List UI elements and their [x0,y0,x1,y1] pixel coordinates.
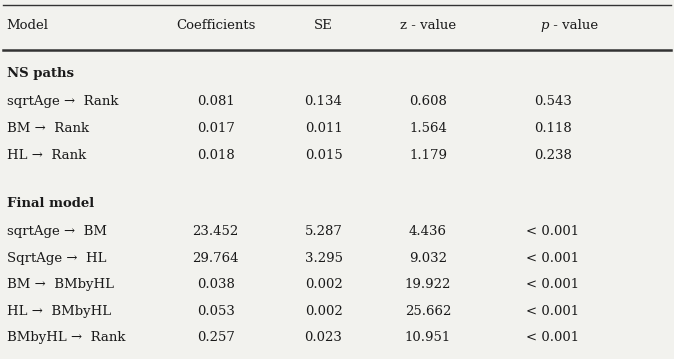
Text: sqrtAge →  Rank: sqrtAge → Rank [7,95,118,108]
Text: HL →  Rank: HL → Rank [7,149,86,162]
Text: 1.564: 1.564 [409,122,447,135]
Text: Model: Model [7,19,49,32]
Text: < 0.001: < 0.001 [526,252,579,265]
Text: 0.002: 0.002 [305,278,342,291]
Text: 19.922: 19.922 [405,278,451,291]
Text: Final model: Final model [7,197,94,210]
Text: < 0.001: < 0.001 [526,278,579,291]
Text: BM →  Rank: BM → Rank [7,122,89,135]
Text: 4.436: 4.436 [409,225,447,238]
Text: 0.257: 0.257 [197,331,235,344]
Text: 0.002: 0.002 [305,305,342,318]
Text: 3.295: 3.295 [305,252,342,265]
Text: < 0.001: < 0.001 [526,225,579,238]
Text: BM →  BMbyHL: BM → BMbyHL [7,278,114,291]
Text: HL →  BMbyHL: HL → BMbyHL [7,305,111,318]
Text: 5.287: 5.287 [305,225,342,238]
Text: 0.018: 0.018 [197,149,235,162]
Text: - value: - value [549,19,599,32]
Text: 0.038: 0.038 [197,278,235,291]
Text: BMbyHL →  Rank: BMbyHL → Rank [7,331,125,344]
Text: 0.543: 0.543 [534,95,572,108]
Text: 0.118: 0.118 [534,122,572,135]
Text: 0.134: 0.134 [305,95,342,108]
Text: < 0.001: < 0.001 [526,331,579,344]
Text: 23.452: 23.452 [193,225,239,238]
Text: z - value: z - value [400,19,456,32]
Text: SE: SE [314,19,333,32]
Text: 0.608: 0.608 [409,95,447,108]
Text: 10.951: 10.951 [405,331,451,344]
Text: NS paths: NS paths [7,67,73,80]
Text: 0.015: 0.015 [305,149,342,162]
Text: < 0.001: < 0.001 [526,305,579,318]
Text: p: p [541,19,549,32]
Text: 0.023: 0.023 [305,331,342,344]
Text: 0.238: 0.238 [534,149,572,162]
Text: 1.179: 1.179 [409,149,447,162]
Text: 25.662: 25.662 [405,305,451,318]
Text: 9.032: 9.032 [409,252,447,265]
Text: 0.081: 0.081 [197,95,235,108]
Text: 29.764: 29.764 [193,252,239,265]
Text: Coefficients: Coefficients [176,19,255,32]
Text: 0.011: 0.011 [305,122,342,135]
Text: sqrtAge →  BM: sqrtAge → BM [7,225,106,238]
Text: SqrtAge →  HL: SqrtAge → HL [7,252,106,265]
Text: 0.053: 0.053 [197,305,235,318]
Text: 0.017: 0.017 [197,122,235,135]
